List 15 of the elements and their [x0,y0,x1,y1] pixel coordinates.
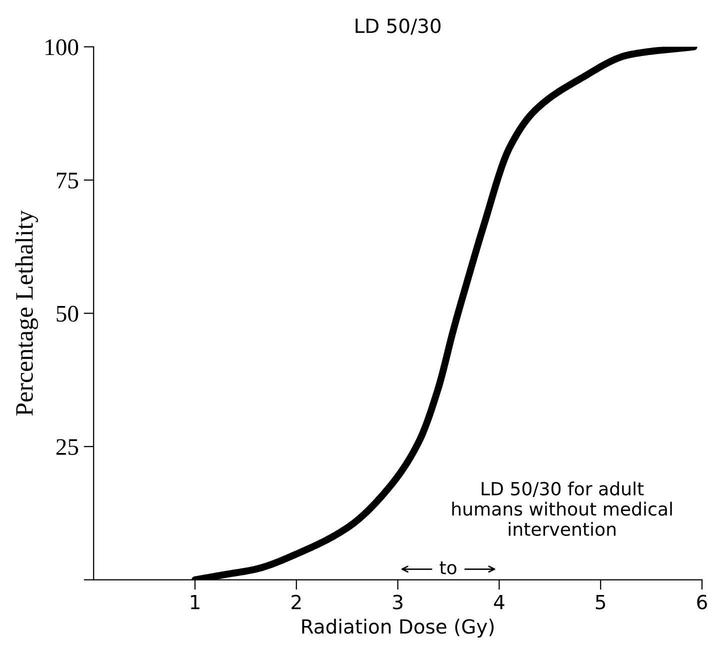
x-tick-label: 4 [494,594,504,610]
x-tick-label: 3 [393,594,402,610]
x-tick-label: 1 [190,594,200,610]
x-tick-label: 6 [697,594,707,610]
y-tick-label: 100 [46,39,78,56]
annotation: to [440,561,456,574]
y-tick-label: 75 [56,172,78,188]
y-tick-label: 50 [56,306,78,322]
annotation: LD 50/30 for adult humans without medical intervention [452,482,672,536]
x-tick-label: 2 [292,594,301,610]
x-axis-title: Radiation Dose (Gy) [302,618,494,638]
y-axis-title: Percentage Lethality [15,210,38,416]
chart-title: LD 50/30 [356,18,441,35]
y-tick-label: 25 [56,439,78,455]
x-tick-label: 5 [596,594,606,610]
